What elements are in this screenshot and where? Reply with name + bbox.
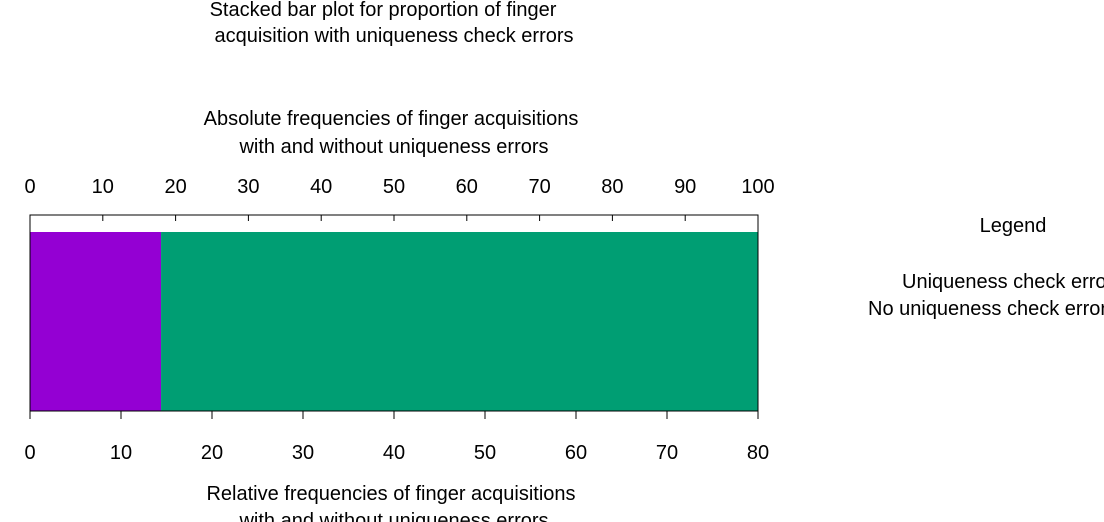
chart-title-line-1: Stacked bar plot for proportion of finge… [210,0,557,21]
top-axis-tick-label: 30 [237,176,259,198]
bottom-axis-tick-label: 0 [24,442,35,464]
bottom-axis-tick-label: 60 [565,442,587,464]
bottom-axis-tick-label: 40 [383,442,405,464]
top-axis-tick-label: 90 [674,176,696,198]
top-axis-tick-label: 0 [24,176,35,198]
bar-segment-no-uniqueness-errors [161,232,759,411]
bottom-axis-tick-label: 10 [110,442,132,464]
bottom-axis-tick-label: 80 [747,442,769,464]
legend-entry-uniqueness-errors: Uniqueness check errors [902,271,1104,293]
top-axis-tick-label: 60 [456,176,478,198]
top-axis-tick-label: 20 [164,176,186,198]
chart-title-line-2: acquisition with uniqueness check errors [214,25,573,47]
legend-title: Legend [980,215,1047,237]
top-axis-tick-label: 40 [310,176,332,198]
bar-segment-uniqueness-errors [30,232,162,411]
bottom-axis-label-line-2: with and without uniqueness errors [238,510,548,522]
top-axis-label-line-1: Absolute frequencies of finger acquisiti… [204,108,579,130]
bottom-axis: 0 10 20 30 40 50 60 70 80 [24,411,769,464]
top-axis-tick-label: 100 [741,176,774,198]
bars-group [30,232,759,411]
top-axis-tick-label: 10 [92,176,114,198]
top-axis-tick-label: 80 [601,176,623,198]
bottom-axis-label-line-1: Relative frequencies of finger acquisiti… [206,483,575,505]
top-axis-tick-label: 70 [528,176,550,198]
bottom-axis-tick-label: 50 [474,442,496,464]
top-axis-label-line-2: with and without uniqueness errors [238,136,548,158]
legend-entry-no-uniqueness-errors: No uniqueness check errors [868,298,1104,320]
bottom-axis-tick-label: 20 [201,442,223,464]
bottom-axis-tick-label: 70 [656,442,678,464]
top-axis-tick-label: 50 [383,176,405,198]
top-axis: 0 10 20 30 40 50 60 70 80 90 100 [24,176,775,221]
bottom-axis-tick-label: 30 [292,442,314,464]
